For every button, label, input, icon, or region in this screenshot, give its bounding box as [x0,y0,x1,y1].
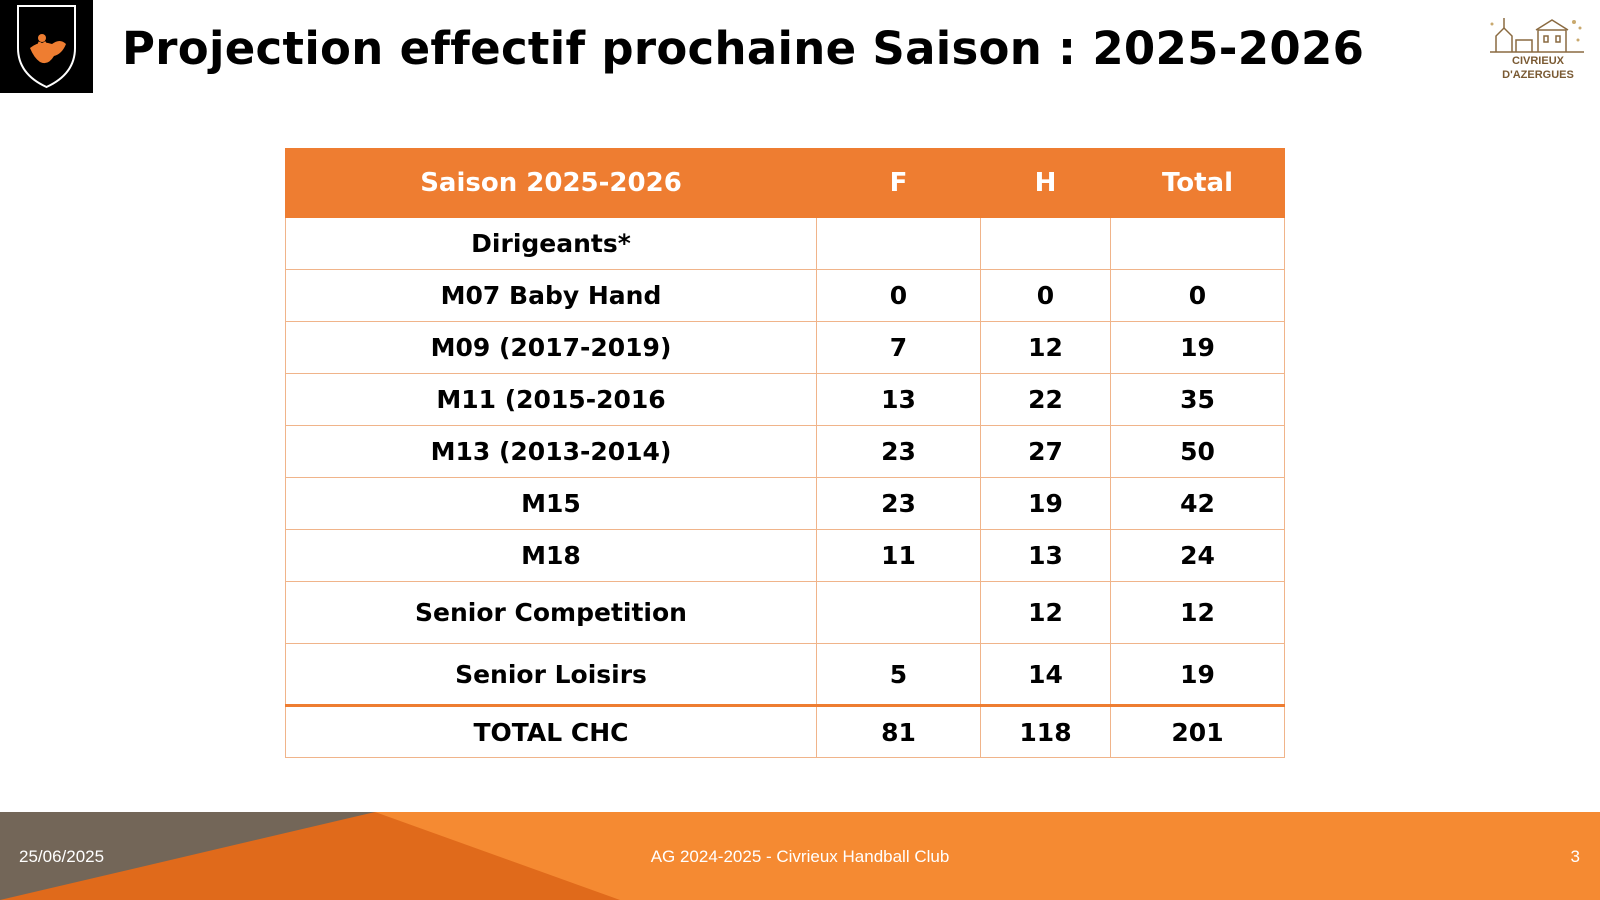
total-label: TOTAL CHC [285,704,817,758]
header-h: H [980,148,1111,218]
footer-title: AG 2024-2025 - Civrieux Handball Club [650,847,950,866]
row-h: 22 [980,373,1111,426]
row-f: 13 [816,373,981,426]
town-logo-line1: CIVRIEUX [1512,55,1564,67]
effectif-table-container: Saison 2025-2026 F H Total Dirigeants* M… [285,148,1285,758]
table-header-row: Saison 2025-2026 F H Total [285,148,1285,218]
row-h: 14 [980,643,1111,706]
table-row: Dirigeants* [285,217,1285,270]
club-logo [0,0,93,93]
table-row: M15 23 19 42 [285,477,1285,530]
row-f [816,217,981,270]
row-f: 11 [816,529,981,582]
header-saison: Saison 2025-2026 [285,148,817,218]
total-total: 201 [1110,704,1285,758]
town-logo: CIVRIEUX D'AZERGUES [1486,14,1590,98]
row-total: 19 [1110,643,1285,706]
row-f: 0 [816,269,981,322]
row-category: M13 (2013-2014) [285,425,817,478]
row-f: 23 [816,425,981,478]
table-row: M13 (2013-2014) 23 27 50 [285,425,1285,478]
header-f: F [816,148,981,218]
row-category: Dirigeants* [285,217,817,270]
footer-date: 25/06/2025 [19,847,105,866]
row-h: 12 [980,321,1111,374]
table-row: M18 11 13 24 [285,529,1285,582]
effectif-table: Saison 2025-2026 F H Total Dirigeants* M… [285,148,1285,758]
row-h: 12 [980,581,1111,644]
row-category: Senior Competition [285,581,817,644]
row-total: 35 [1110,373,1285,426]
row-category: M15 [285,477,817,530]
table-total-row: TOTAL CHC 81 118 201 [285,704,1285,758]
footer-background [0,812,1600,900]
row-f: 23 [816,477,981,530]
row-f: 7 [816,321,981,374]
header-total: Total [1110,148,1285,218]
footer-band [0,812,1600,900]
row-total: 50 [1110,425,1285,478]
row-category: M11 (2015-2016 [285,373,817,426]
row-f [816,581,981,644]
row-total: 0 [1110,269,1285,322]
table-row: Senior Competition 12 12 [285,581,1285,644]
page-title: Projection effectif prochaine Saison : 2… [122,22,1365,75]
row-f: 5 [816,643,981,706]
row-total: 12 [1110,581,1285,644]
row-total: 19 [1110,321,1285,374]
page-number: 3 [1570,847,1580,866]
table-row: M07 Baby Hand 0 0 0 [285,269,1285,322]
row-h: 0 [980,269,1111,322]
row-h [980,217,1111,270]
row-total [1110,217,1285,270]
row-total: 24 [1110,529,1285,582]
row-category: M09 (2017-2019) [285,321,817,374]
row-h: 13 [980,529,1111,582]
total-f: 81 [816,704,981,758]
row-category: M07 Baby Hand [285,269,817,322]
row-total: 42 [1110,477,1285,530]
row-h: 19 [980,477,1111,530]
table-row: M09 (2017-2019) 7 12 19 [285,321,1285,374]
town-logo-line2: D'AZERGUES [1502,69,1574,81]
row-h: 27 [980,425,1111,478]
civrieux-village-icon [1490,18,1584,53]
handball-club-shield-icon [17,5,76,89]
row-category: Senior Loisirs [285,643,817,706]
total-h: 118 [980,704,1111,758]
table-row: Senior Loisirs 5 14 19 [285,643,1285,706]
row-category: M18 [285,529,817,582]
table-row: M11 (2015-2016 13 22 35 [285,373,1285,426]
